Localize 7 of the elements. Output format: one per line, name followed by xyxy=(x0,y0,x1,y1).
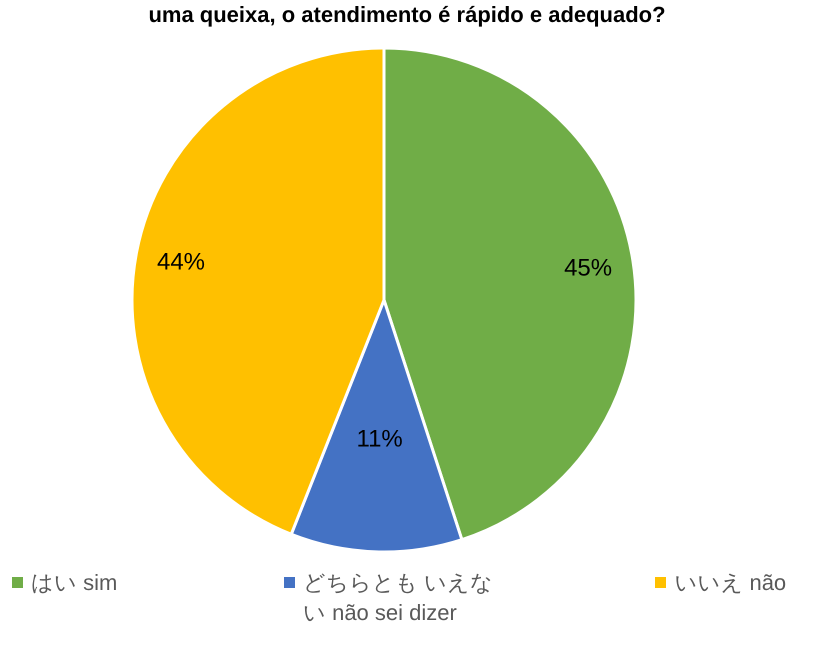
data-label: 45% xyxy=(564,254,612,282)
data-label: 11% xyxy=(356,426,403,453)
data-label: 44% xyxy=(156,248,206,276)
legend-label: どちらとも いえない não sei dizer xyxy=(302,569,494,627)
legend-label: いいえ não xyxy=(674,569,786,597)
legend-label: はい sim xyxy=(31,569,118,597)
chart-title: uma queixa, o atendimento é rápido e adequado? xyxy=(147,2,667,28)
